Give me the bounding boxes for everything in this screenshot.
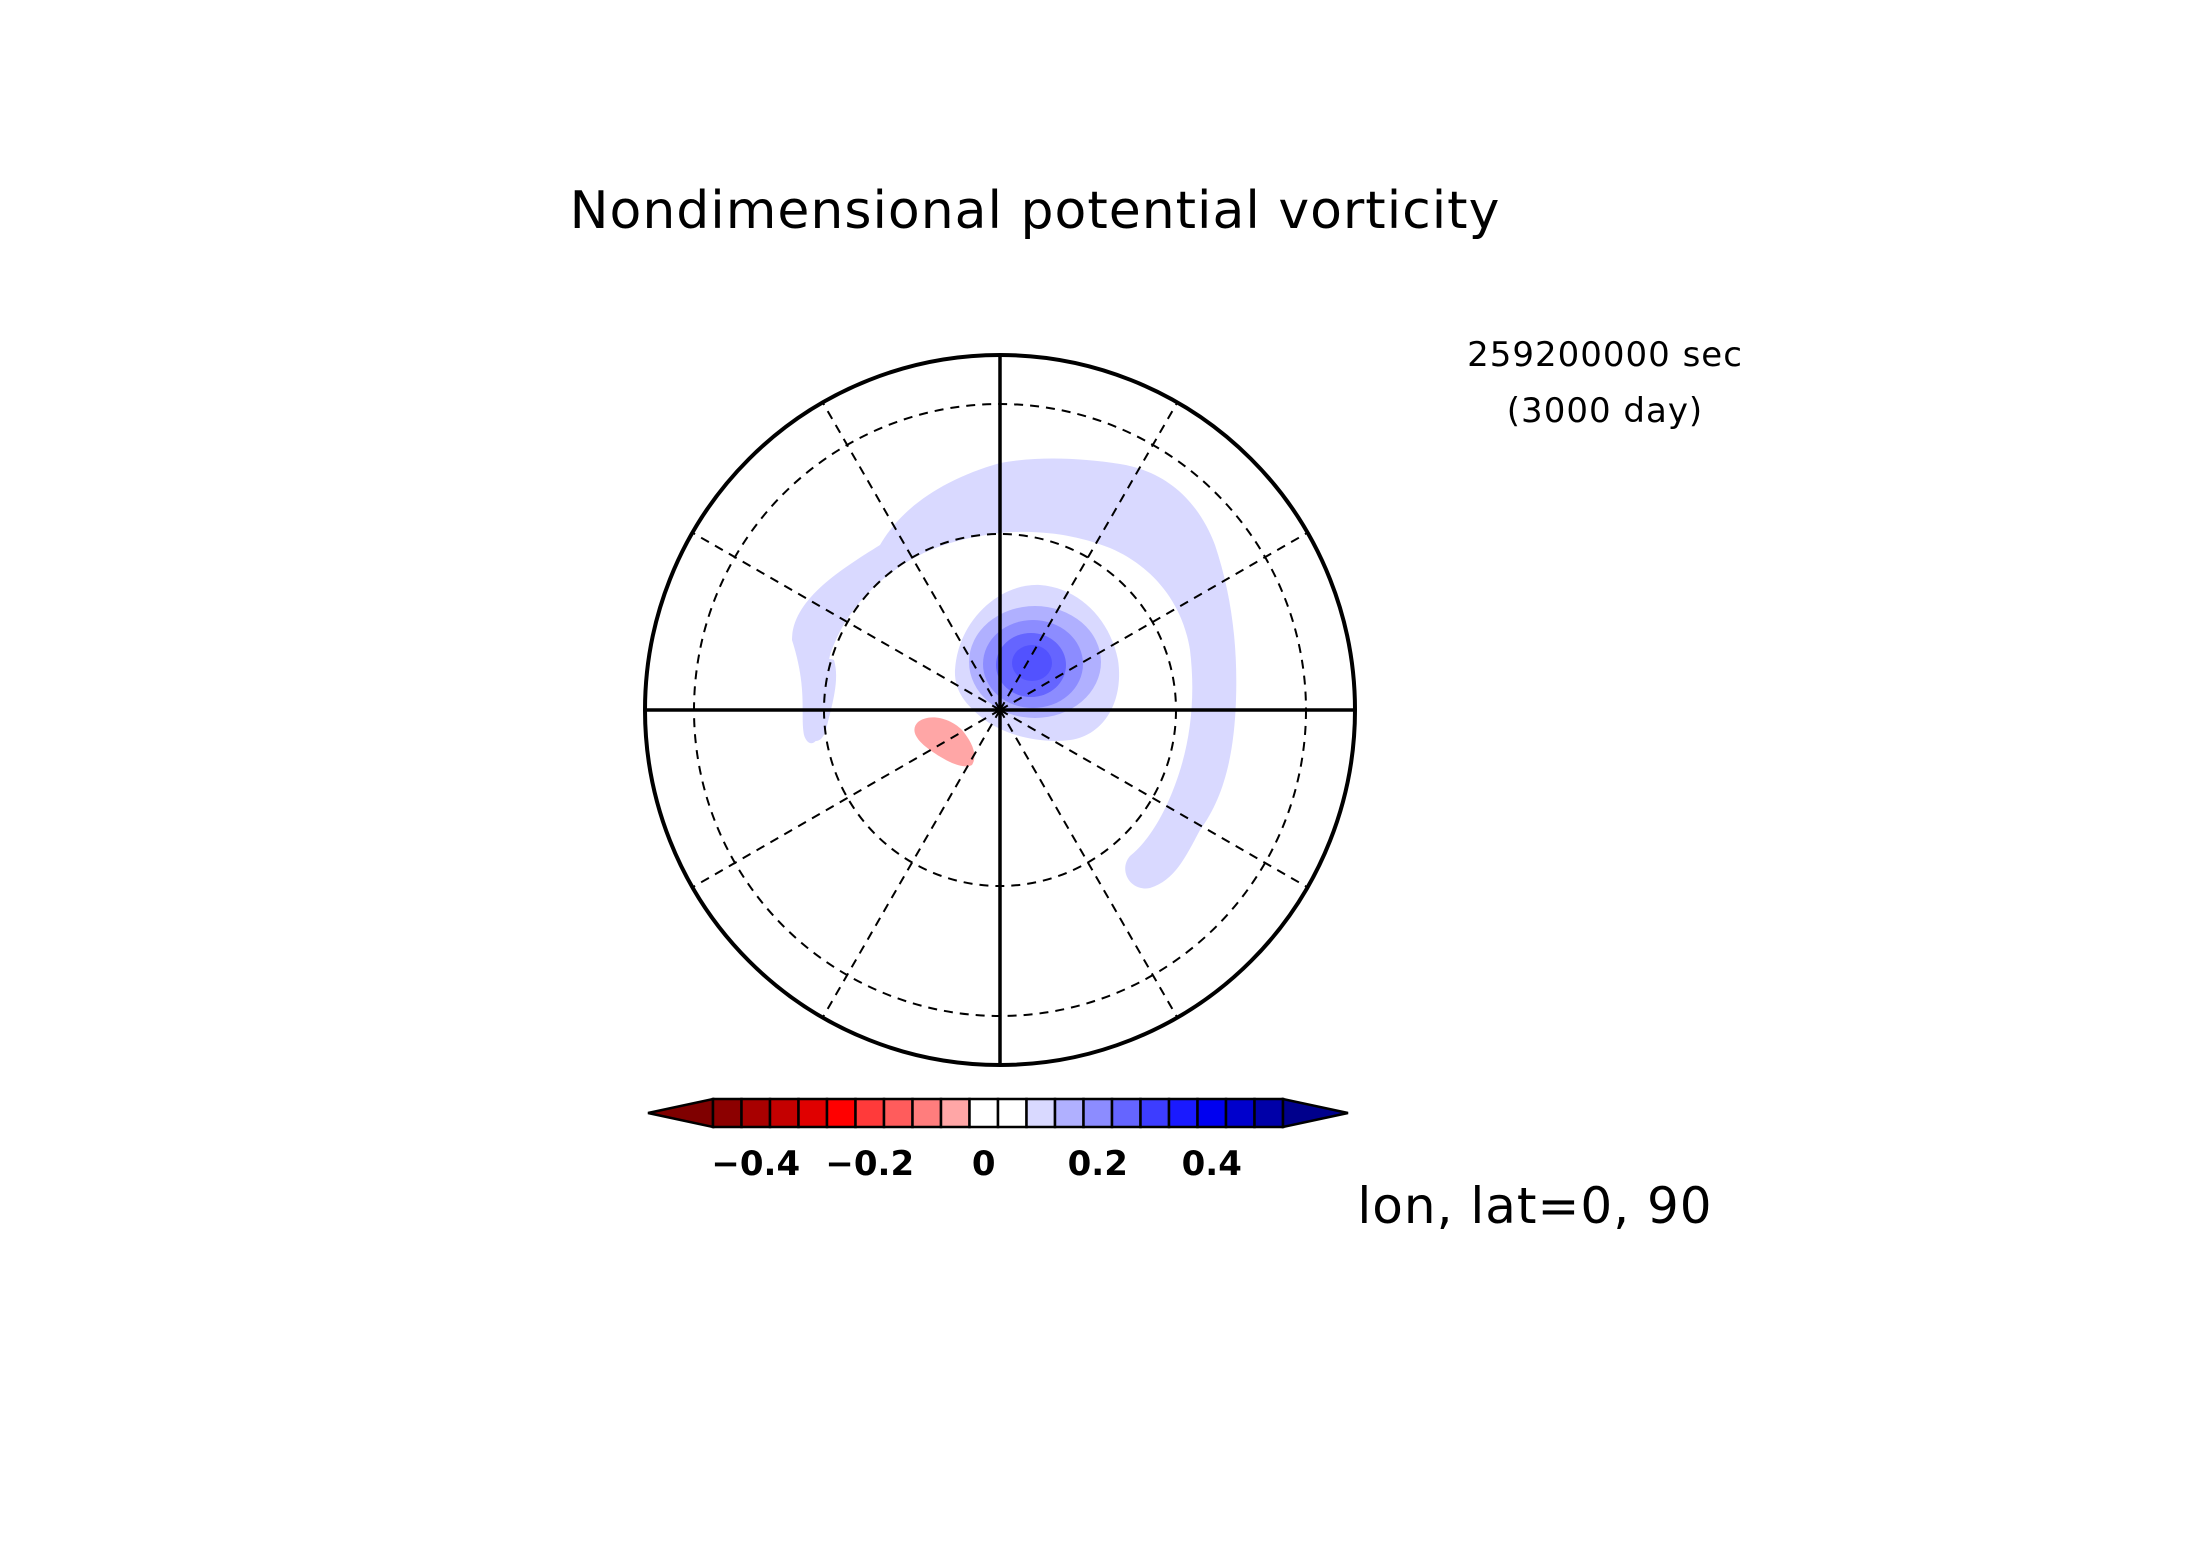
meridian-300 xyxy=(692,532,1001,711)
meridian-330 xyxy=(822,402,1001,711)
pv-field xyxy=(792,458,1237,889)
meridian-30 xyxy=(999,402,1178,711)
meridian-dashed-lines xyxy=(692,402,1308,1018)
axis-label: lon, lat=0, 90 xyxy=(1357,1177,1712,1235)
colorbar-box xyxy=(854,1097,886,1129)
colorbar-box xyxy=(1253,1097,1285,1129)
colorbar-box xyxy=(968,1097,1000,1129)
colorbar-box xyxy=(1139,1097,1171,1129)
colorbar-extend-high xyxy=(1281,1097,1349,1129)
meridian-210 xyxy=(822,709,1001,1018)
time-days-label: (3000 day) xyxy=(1507,391,1703,431)
colorbar-box xyxy=(882,1097,914,1129)
colorbar-box xyxy=(711,1097,743,1129)
colorbar-box xyxy=(996,1097,1028,1129)
colorbar-box xyxy=(740,1097,772,1129)
meridian-60 xyxy=(999,532,1308,711)
colorbar-box xyxy=(1053,1097,1085,1129)
meridian-240 xyxy=(692,709,1001,888)
colorbar-box xyxy=(939,1097,971,1129)
colorbar-box xyxy=(768,1097,800,1129)
meridian-150 xyxy=(999,709,1178,1018)
vortex-level-5 xyxy=(1012,645,1052,681)
polar-grid xyxy=(643,353,1357,1067)
colorbar-boxes xyxy=(647,1097,1349,1129)
colorbar-box xyxy=(1224,1097,1256,1129)
colorbar-box xyxy=(1082,1097,1114,1129)
time-seconds-label: 259200000 sec xyxy=(1467,335,1743,375)
colorbar-extend-low xyxy=(647,1097,715,1129)
colorbar-tick-label: −0.2 xyxy=(825,1144,914,1184)
colorbar-tick-label: −0.4 xyxy=(711,1144,800,1184)
map-boundary xyxy=(643,353,1357,1067)
chart-title: Nondimensional potential vorticity xyxy=(570,181,1501,241)
colorbar-box xyxy=(797,1097,829,1129)
colorbar-box xyxy=(1025,1097,1057,1129)
colorbar-box xyxy=(1167,1097,1199,1129)
colorbar-tick-label: 0 xyxy=(972,1144,996,1184)
colorbar: −0.4 −0.2 0 0.2 0.4 xyxy=(647,1097,1349,1184)
colorbar-box xyxy=(825,1097,857,1129)
colorbar-box xyxy=(1196,1097,1228,1129)
colorbar-box xyxy=(1110,1097,1142,1129)
meridian-120 xyxy=(999,709,1308,888)
colorbar-box xyxy=(911,1097,943,1129)
positive-west-patch xyxy=(806,659,837,741)
colorbar-tick-label: 0.2 xyxy=(1068,1144,1128,1184)
colorbar-tick-label: 0.4 xyxy=(1182,1144,1242,1184)
colorbar-tick-labels: −0.4 −0.2 0 0.2 0.4 xyxy=(711,1144,1241,1184)
